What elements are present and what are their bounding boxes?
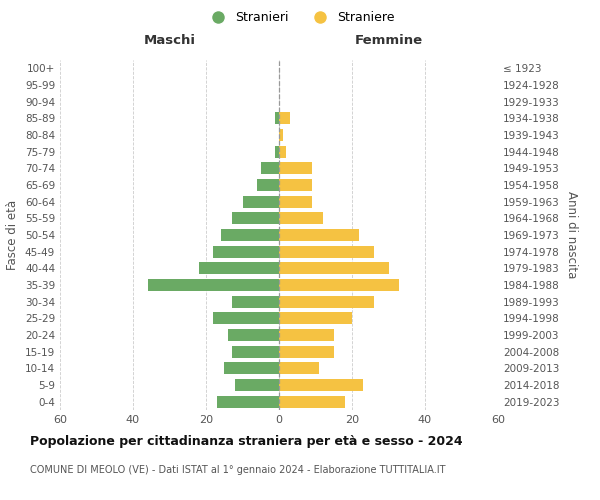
Bar — [148, 279, 279, 291]
Bar — [275, 112, 279, 124]
Bar — [279, 346, 334, 358]
Bar — [275, 146, 279, 158]
Bar — [279, 312, 352, 324]
Bar — [279, 379, 363, 391]
Bar — [214, 312, 279, 324]
Bar — [279, 129, 283, 141]
Bar — [261, 162, 279, 174]
Bar — [279, 329, 334, 341]
Bar — [214, 246, 279, 258]
Bar — [279, 262, 389, 274]
Bar — [279, 196, 312, 207]
Bar — [221, 229, 279, 241]
Text: Popolazione per cittadinanza straniera per età e sesso - 2024: Popolazione per cittadinanza straniera p… — [30, 435, 463, 448]
Bar — [279, 179, 312, 191]
Bar — [279, 279, 400, 291]
Bar — [279, 296, 374, 308]
Text: COMUNE DI MEOLO (VE) - Dati ISTAT al 1° gennaio 2024 - Elaborazione TUTTITALIA.I: COMUNE DI MEOLO (VE) - Dati ISTAT al 1° … — [30, 465, 445, 475]
Bar — [257, 179, 279, 191]
Bar — [224, 362, 279, 374]
Bar — [279, 212, 323, 224]
Legend: Stranieri, Straniere: Stranieri, Straniere — [200, 6, 400, 29]
Bar — [279, 229, 359, 241]
Bar — [232, 212, 279, 224]
Bar — [279, 112, 290, 124]
Text: Maschi: Maschi — [143, 34, 196, 46]
Bar — [279, 146, 286, 158]
Text: Femmine: Femmine — [355, 34, 422, 46]
Bar — [232, 346, 279, 358]
Bar — [235, 379, 279, 391]
Bar — [279, 396, 344, 407]
Bar — [232, 296, 279, 308]
Bar — [242, 196, 279, 207]
Y-axis label: Anni di nascita: Anni di nascita — [565, 192, 578, 278]
Bar — [217, 396, 279, 407]
Bar — [228, 329, 279, 341]
Bar — [279, 246, 374, 258]
Bar — [279, 162, 312, 174]
Y-axis label: Fasce di età: Fasce di età — [7, 200, 19, 270]
Bar — [199, 262, 279, 274]
Bar — [279, 362, 319, 374]
